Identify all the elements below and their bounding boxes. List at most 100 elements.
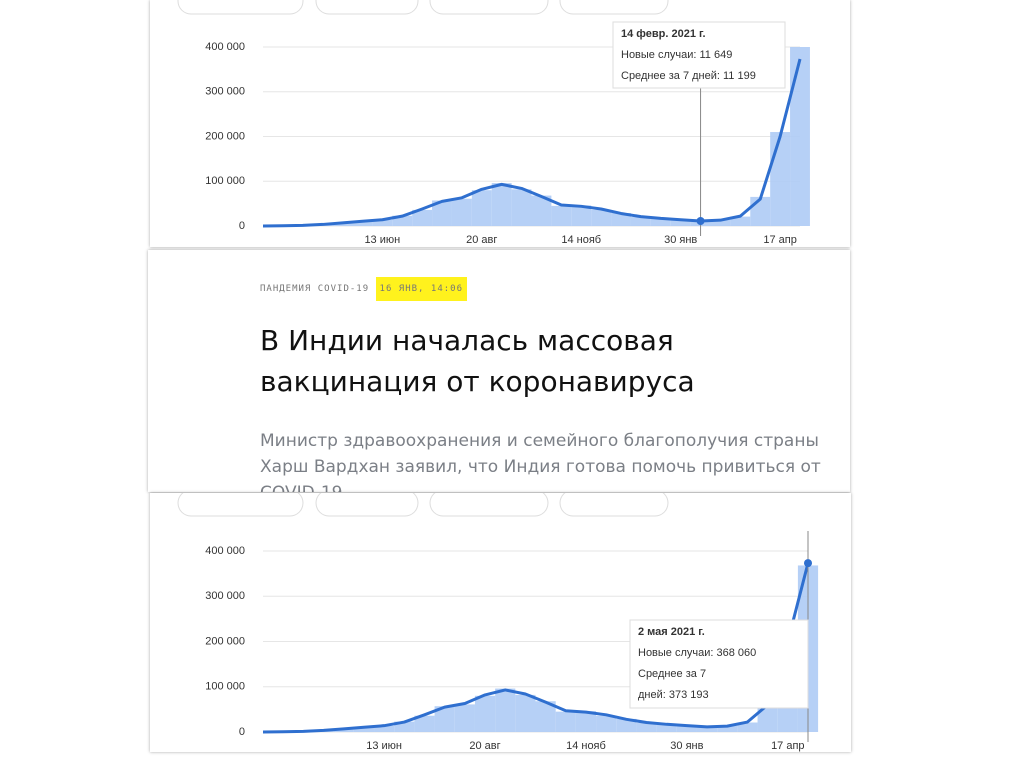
bar: [332, 223, 353, 226]
x-tick-label: 17 апр: [771, 740, 804, 752]
bar: [491, 183, 512, 226]
bar: [696, 726, 718, 732]
x-tick-label: 30 янв: [670, 740, 703, 752]
lead-line: COVID-19.: [260, 480, 821, 492]
x-tick-label: 14 нояб: [566, 740, 606, 752]
bar: [790, 47, 810, 226]
bar: [353, 727, 375, 732]
y-tick-label: 100 000: [205, 681, 245, 693]
bar: [575, 711, 597, 732]
bar: [511, 189, 532, 226]
bar: [352, 221, 373, 226]
hover-point: [804, 559, 812, 568]
tooltip-line: Новые случаи: 368 060: [638, 647, 756, 659]
tooltip-title: 2 мая 2021 г.: [638, 626, 705, 638]
filter-pill: [177, 0, 304, 15]
bar: [333, 729, 354, 732]
tooltip-box: [612, 21, 786, 89]
tooltip-title: 14 февр. 2021 г.: [621, 28, 706, 40]
bar: [636, 722, 657, 732]
filter-pill: [559, 0, 669, 15]
bar: [571, 205, 592, 226]
y-tick-label: 200 000: [205, 635, 245, 647]
bar: [670, 220, 691, 226]
bar: [616, 718, 637, 732]
chart: 0 100 000 200 000 300 000 400 000 13 июн 20 ав…: [177, 0, 810, 246]
article-panel: ПАНДЕМИЯ COVID-19 16 ЯНВ, 14:06 В Индии …: [148, 250, 850, 492]
bar: [531, 195, 552, 226]
bar: [770, 132, 791, 226]
bar: [515, 694, 536, 732]
y-tick-label: 0: [239, 726, 245, 738]
bar: [630, 217, 651, 226]
bar: [656, 723, 677, 732]
bar: [412, 209, 433, 226]
bar: [451, 198, 472, 226]
bar: [535, 701, 556, 732]
tooltip-line: дней: 373 193: [638, 689, 709, 701]
average-line: [262, 562, 810, 734]
y-tick-label: 300 000: [205, 86, 245, 98]
bar: [730, 216, 751, 226]
filter-pill: [315, 493, 419, 517]
x-tick-label: 20 авг: [469, 740, 500, 752]
bar: [374, 725, 395, 732]
y-tick-label: 0: [239, 220, 245, 232]
bar: [394, 721, 415, 732]
x-tick-label: 30 янв: [664, 234, 697, 246]
bar: [434, 706, 455, 732]
lead-line: Харш Вардхан заявил, что Индия готова по…: [260, 457, 821, 477]
x-tick-label: 14 нояб: [561, 234, 601, 246]
average-line: [262, 58, 802, 228]
bar: [750, 196, 771, 226]
y-tick-label: 400 000: [205, 545, 245, 557]
x-tick-label: 20 авг: [466, 234, 497, 246]
title-line: вакцинация от коронавируса: [260, 365, 695, 398]
filter-pill: [559, 493, 669, 517]
bar: [551, 205, 572, 226]
chart: 0 100 000 200 000 300 000 400 000 13 июн 20 ав…: [177, 493, 819, 752]
bar: [392, 215, 413, 226]
bar: [737, 722, 758, 732]
y-tick-label: 300 000: [205, 590, 245, 602]
bar: [474, 695, 496, 732]
tooltip-line: Среднее за 7 дней: 11 199: [621, 70, 756, 82]
article-lead: Министр здравоохранения и семейного благ…: [260, 428, 821, 492]
bar: [555, 711, 576, 732]
filter-pill: [177, 493, 304, 517]
bar: [710, 219, 731, 226]
bar: [454, 704, 475, 732]
bar: [596, 715, 617, 732]
bar: [471, 190, 492, 226]
lead-line: Министр здравоохранения и семейного благ…: [260, 431, 819, 451]
filter-pill: [429, 0, 549, 15]
x-tick-label: 13 июн: [364, 234, 400, 246]
article-tag: ПАНДЕМИЯ COVID-19 16 ЯНВ, 14:06: [260, 277, 467, 301]
y-tick-label: 200 000: [205, 130, 245, 142]
y-tick-label: 100 000: [205, 175, 245, 187]
x-tick-label: 13 июн: [366, 740, 402, 752]
tooltip-line: Новые случаи: 11 649: [621, 49, 732, 61]
chart-panel: 0 100 000 200 000 300 000 400 000 13 июн 20 ав…: [150, 493, 851, 752]
bar: [372, 219, 393, 226]
chart-panel: 0 100 000 200 000 300 000 400 000 13 июн 20 ав…: [150, 0, 850, 247]
tag[interactable]: ПАНДЕМИЯ COVID-19: [260, 284, 370, 294]
x-tick-label: 17 апр: [763, 234, 796, 246]
bar: [432, 200, 452, 226]
bar: [676, 726, 697, 732]
bar: [414, 715, 435, 732]
time: 16 ЯНВ, 14:06: [375, 277, 467, 301]
bar: [591, 209, 612, 226]
y-tick-label: 400 000: [205, 41, 245, 53]
tooltip-line: Среднее за 7: [638, 668, 706, 680]
article-title[interactable]: В Индии началась массовая вакцинация от …: [260, 320, 695, 402]
hover-point: [696, 216, 705, 225]
bar: [495, 688, 516, 732]
bar: [650, 217, 671, 226]
tooltip-box: [629, 619, 809, 709]
bar: [611, 213, 631, 226]
title-line: В Индии началась массовая: [260, 324, 674, 357]
filter-pill: [315, 0, 419, 15]
filter-pill: [429, 493, 549, 517]
